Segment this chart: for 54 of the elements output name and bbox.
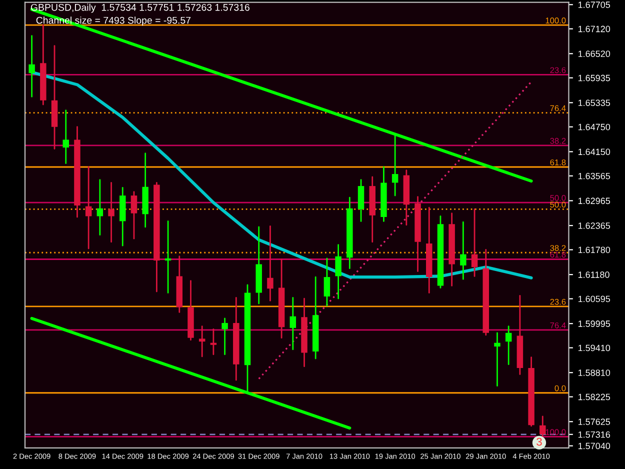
candlestick [108, 182, 114, 243]
annotation: 76.4 [550, 105, 566, 112]
y-tick-label: 1.57625 [578, 418, 610, 425]
candlestick [471, 208, 478, 277]
candlestick [198, 326, 206, 358]
candlestick [96, 179, 104, 236]
annotation: 23.6 [550, 67, 566, 74]
annotation: 23.6 [550, 298, 566, 305]
y-tick-label: 1.62365 [578, 222, 610, 229]
y-tick-label: 1.63565 [578, 172, 610, 180]
y-tick-label: 1.59410 [578, 344, 610, 352]
y-tick-label: 1.62965 [578, 198, 610, 204]
y-tick-label: 1.67705 [578, 2, 610, 8]
candlestick [164, 220, 172, 294]
y-tick-label: 1.67120 [578, 26, 610, 32]
annotation: 61.8 [550, 252, 566, 258]
candlestick [222, 318, 228, 356]
candlestick [62, 110, 69, 164]
annotation: 38.2 [550, 245, 566, 251]
candlestick [130, 191, 138, 240]
y-tick-label: 1.57040 [578, 442, 610, 450]
annotation: 50.0 [550, 195, 566, 201]
candlestick [28, 35, 35, 98]
y-tick-label: 1.61780 [578, 246, 610, 254]
annotation: 61.8 [550, 159, 566, 166]
candlestick [290, 297, 296, 350]
y-tick-label: 1.61180 [578, 272, 610, 278]
y-tick-label: 1.58810 [578, 370, 610, 376]
candlestick [85, 166, 92, 250]
chart-title: GBPUSD,Daily 1.57534 1.57751 1.57263 1.57316 [30, 4, 250, 13]
y-tick-label: 1.57316 [578, 431, 610, 438]
candlestick [210, 328, 217, 356]
candlestick [267, 225, 274, 302]
annotation: 0.0 [554, 385, 566, 392]
candlestick [540, 416, 546, 438]
annotation: 50.0 [550, 202, 566, 208]
y-tick-label: 1.64750 [578, 124, 610, 130]
candlestick [335, 244, 342, 300]
annotation: 76.4 [550, 322, 566, 328]
y-tick-label: 1.60595 [578, 296, 610, 302]
candlestick [505, 326, 512, 366]
y-tick-label: 1.65335 [578, 100, 610, 106]
y-tick-label: 1.66520 [578, 50, 610, 58]
y-tick-label: 1.64150 [578, 148, 610, 156]
annotation: 38.2 [550, 138, 566, 144]
annotation: 100.0 [546, 18, 566, 24]
candlestick [358, 179, 364, 222]
annotation: 3 [536, 438, 542, 446]
y-tick-label: 1.65935 [578, 74, 610, 82]
candlestick [460, 221, 466, 280]
candlestick [324, 258, 330, 306]
candlestick [494, 332, 500, 387]
y-tick-label: 1.58225 [578, 394, 610, 400]
y-tick-label: 1.59995 [578, 320, 610, 327]
